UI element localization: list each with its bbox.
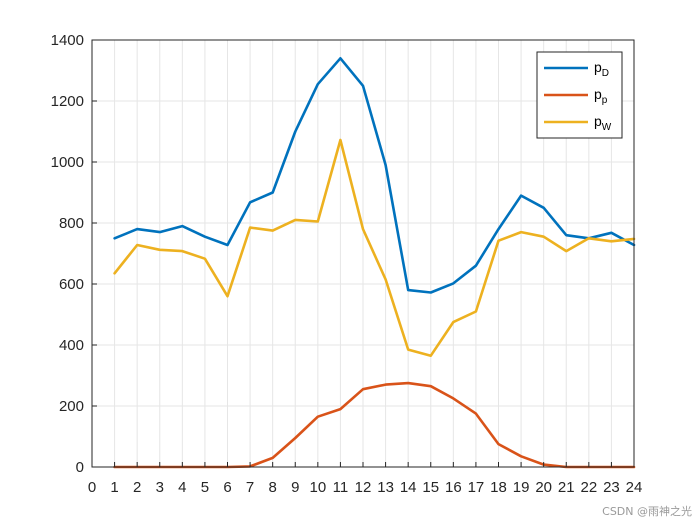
x-tick-label: 22 — [580, 479, 597, 496]
axis-ticks: 0 1 2 3 4 5 6 7 8 9 10 11 12 13 14 15 16 17 18 19 20 21 22 23 24… — [51, 32, 643, 496]
y-tick-label: 200 — [59, 398, 84, 415]
x-tick-label: 14 — [400, 479, 417, 496]
x-tick-label: 11 — [333, 479, 349, 496]
x-tick-label: 24 — [626, 479, 643, 496]
y-tick-label: 800 — [59, 215, 84, 232]
x-tick-label: 10 — [309, 479, 326, 496]
watermark: CSDN @雨神之光 — [602, 505, 692, 518]
x-tick-label: 13 — [377, 479, 394, 496]
x-tick-label: 6 — [223, 479, 231, 496]
y-tick-label: 1400 — [51, 32, 84, 49]
x-tick-label: 0 — [88, 479, 96, 496]
x-tick-label: 17 — [468, 479, 485, 496]
x-tick-label: 7 — [246, 479, 254, 496]
x-tick-label: 8 — [268, 479, 276, 496]
x-tick-label: 18 — [490, 479, 507, 496]
x-tick-label: 19 — [513, 479, 530, 496]
series-line-W — [113, 138, 636, 358]
x-tick-label: 23 — [603, 479, 620, 496]
y-tick-label: 1000 — [51, 154, 84, 171]
x-tick-label: 12 — [355, 479, 372, 496]
x-tick-label: 5 — [201, 479, 209, 496]
y-tick-label: 0 — [76, 459, 84, 476]
x-tick-label: 16 — [445, 479, 462, 496]
x-tick-label: 3 — [156, 479, 164, 496]
series-line-p — [113, 381, 636, 469]
x-tick-label: 2 — [133, 479, 141, 496]
y-tick-label: 1200 — [51, 93, 84, 110]
x-tick-label: 15 — [422, 479, 439, 496]
x-tick-label: 1 — [110, 479, 118, 496]
x-tick-label: 9 — [291, 479, 299, 496]
x-tick-label: 21 — [558, 479, 575, 496]
series-line-D — [113, 56, 636, 294]
x-tick-label: 4 — [178, 479, 186, 496]
y-tick-label: 400 — [59, 337, 84, 354]
y-tick-label: 600 — [59, 276, 84, 293]
x-tick-label: 20 — [535, 479, 552, 496]
